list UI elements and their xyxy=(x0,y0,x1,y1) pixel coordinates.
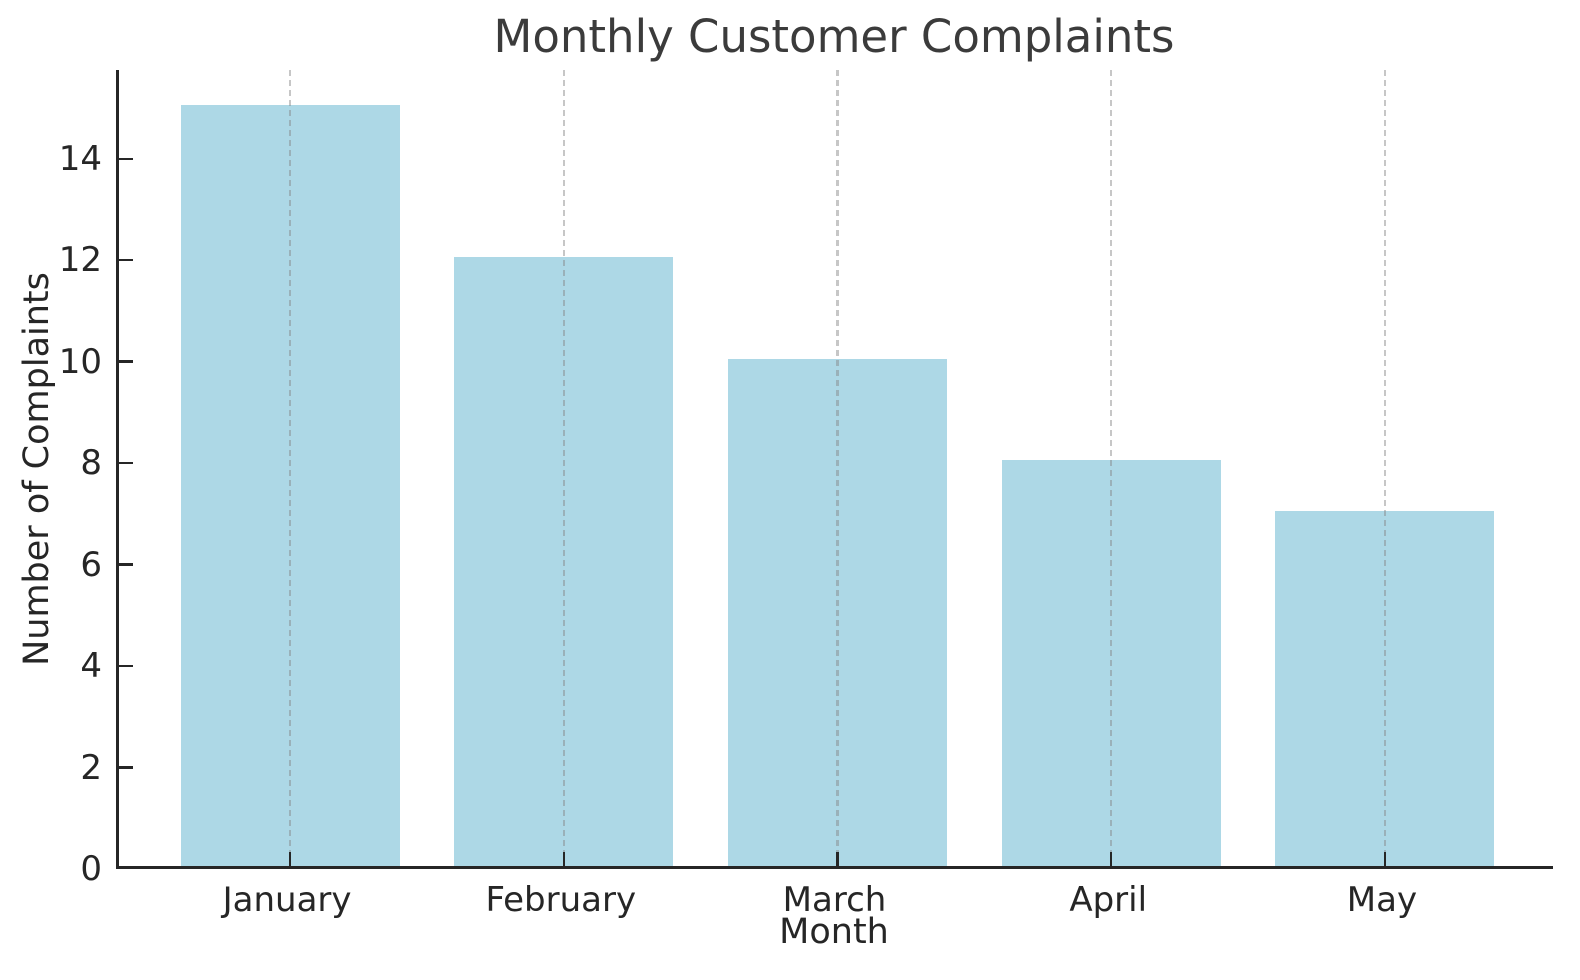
y-tick-label-14: 14 xyxy=(58,138,102,179)
gridline-february xyxy=(562,70,566,866)
y-tick-6 xyxy=(119,563,133,566)
x-tick-april xyxy=(1109,852,1113,866)
y-tick-label-10: 10 xyxy=(58,341,102,382)
bar-april xyxy=(1001,460,1221,866)
y-tick-10 xyxy=(119,360,133,363)
x-tick-label-march: March xyxy=(782,880,887,920)
bar-may xyxy=(1275,510,1495,866)
gridline-march xyxy=(836,70,839,866)
y-tick-2 xyxy=(119,766,133,769)
x-tick-march xyxy=(836,852,839,866)
x-tick-may xyxy=(1383,852,1387,866)
bar-february xyxy=(454,257,674,866)
x-axis-label: Month xyxy=(779,912,889,952)
x-tick-label-january: January xyxy=(222,880,352,920)
y-tick-12 xyxy=(119,258,133,262)
plot-area xyxy=(116,70,1553,869)
y-tick-4 xyxy=(119,664,133,668)
y-tick-label-6: 6 xyxy=(80,544,102,585)
x-tick-label-may: May xyxy=(1346,880,1418,920)
y-tick-label-8: 8 xyxy=(80,443,102,484)
x-tick-label-february: February xyxy=(485,880,637,920)
gridline-april xyxy=(1109,70,1113,866)
y-tick-label-12: 12 xyxy=(58,240,102,281)
bar-january xyxy=(180,105,400,866)
gridline-january xyxy=(288,70,292,866)
gridline-may xyxy=(1383,70,1387,866)
y-tick-label-0: 0 xyxy=(80,849,102,889)
x-tick-february xyxy=(562,852,566,866)
y-tick-label-4: 4 xyxy=(80,646,102,687)
y-tick-label-2: 2 xyxy=(80,747,102,788)
x-tick-january xyxy=(288,852,292,866)
x-tick-label-april: April xyxy=(1069,880,1148,920)
y-axis-label: Number of Complaints xyxy=(17,272,57,666)
chart-title: Monthly Customer Complaints xyxy=(493,10,1175,63)
y-tick-8 xyxy=(119,461,133,465)
y-tick-14 xyxy=(119,157,133,161)
bar-march xyxy=(728,358,947,866)
